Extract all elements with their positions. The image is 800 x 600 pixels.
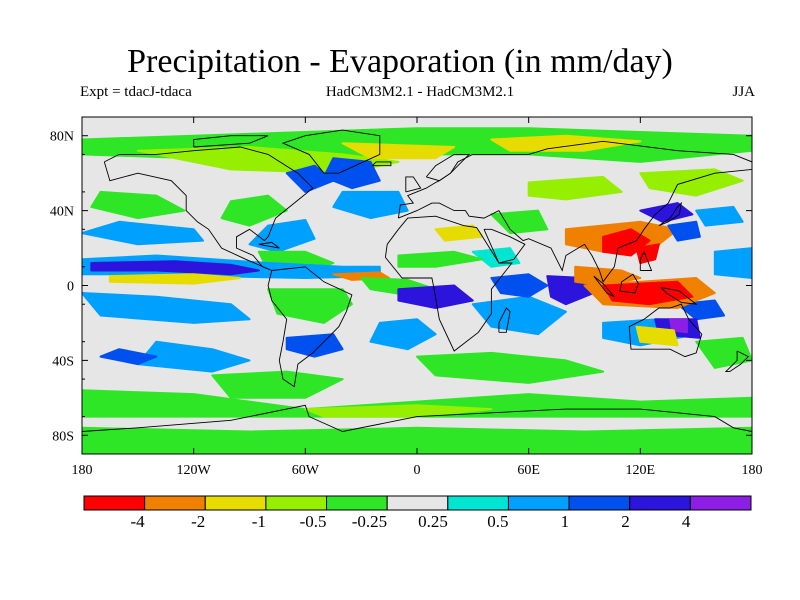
y-tick-label: 80S	[52, 429, 74, 444]
colorbar-box	[265, 495, 328, 511]
coastline-north-america	[103, 146, 314, 271]
colorbar-label: 4	[682, 512, 691, 531]
coastline-uk	[405, 176, 422, 193]
pe-contour-patch	[248, 219, 316, 253]
x-tick-label: 120W	[177, 463, 212, 478]
pe-contour-patch	[669, 318, 688, 334]
x-tick-label: 60E	[517, 463, 540, 478]
pe-contour-patch	[490, 134, 642, 152]
colorbar-box	[568, 495, 631, 511]
experiment-label: Expt = tdacJ-tdaca	[80, 84, 192, 100]
pe-contour-patch	[304, 404, 493, 418]
pe-contour-patch	[341, 142, 456, 160]
coastline-cuba	[258, 241, 280, 249]
coastline-africa	[384, 215, 513, 352]
pe-contour-patch	[695, 205, 744, 227]
pe-contour-patch	[82, 292, 251, 324]
y-tick-label: 40S	[52, 354, 74, 369]
colorbar-label: -2	[191, 512, 205, 531]
y-tick-label: 80N	[50, 130, 74, 145]
coastline-arctic-islands	[193, 135, 269, 148]
pe-contour-patch	[82, 426, 752, 454]
x-tick-label: 180	[742, 463, 763, 478]
pe-contour-patch	[397, 250, 484, 268]
coastline-eurasia	[397, 140, 752, 283]
pe-contour-patch	[90, 260, 260, 276]
pe-contour-patch	[602, 280, 694, 306]
pe-contour-patch	[676, 299, 726, 321]
axes-layer: 80N 40N 0 40S 80S 180 120W 60W 0 60E 120E 180	[50, 116, 763, 478]
pe-contour-patch	[471, 295, 567, 336]
coastline-iceland	[371, 161, 392, 167]
coastline-antarctica	[82, 404, 752, 432]
coastline-south-america	[267, 266, 353, 388]
colorbar-box	[204, 495, 267, 511]
pe-contour-patch	[220, 194, 288, 227]
colorbar-box	[507, 495, 570, 511]
pe-contour-patch	[713, 247, 752, 279]
pe-contour-patch	[490, 273, 549, 298]
season-label: JJA	[732, 84, 755, 100]
coastline-layer	[82, 129, 752, 432]
colorbar-box	[447, 495, 509, 511]
coastline-new-zealand	[724, 350, 750, 373]
coastline-greenland	[281, 129, 381, 174]
colorbar-label: -4	[130, 512, 145, 531]
coastline-new-guinea	[660, 286, 698, 305]
coastline-arabia	[483, 228, 526, 264]
colorbar-box	[144, 495, 206, 511]
pe-contour-patch	[267, 288, 353, 324]
pe-contour-patch	[369, 318, 437, 351]
colorbar-label: 1	[561, 512, 570, 531]
x-tick-label: 120E	[626, 463, 656, 478]
pe-contour-patch	[635, 243, 660, 264]
pe-contour-patch	[211, 370, 344, 399]
model-label: HadCM3M2.1 - HadCM3M2.1	[325, 84, 515, 100]
x-tick-label: 0	[414, 463, 421, 478]
chart-title: Precipitation - Evaporation (in mm/day)	[127, 43, 673, 80]
colorbar-label: 2	[621, 512, 630, 531]
colorbar-box	[386, 495, 449, 511]
coastline-philippines	[639, 250, 653, 271]
coastline-scandinavia	[425, 153, 471, 182]
pe-contour-patch	[90, 190, 186, 220]
coastline-australia	[628, 303, 703, 358]
field-layer	[82, 127, 752, 454]
coastline-sumatra	[593, 275, 615, 298]
pe-contour-patch	[639, 168, 744, 197]
pe-contour-patch	[667, 220, 701, 242]
coastline-japan	[658, 201, 682, 227]
colorbar-label: 0.25	[418, 512, 448, 531]
colorbar-box	[83, 495, 146, 511]
pe-contour-patch	[434, 224, 484, 242]
colorbar-label: -0.25	[352, 512, 387, 531]
colorbar-box	[689, 495, 752, 511]
x-tick-label: 60W	[292, 463, 320, 478]
pe-contour-patch	[695, 336, 752, 369]
x-tick-label: 180	[72, 463, 93, 478]
pe-contour-patch	[285, 333, 344, 358]
pe-contour-patch	[285, 164, 335, 193]
pe-contour-patch	[108, 273, 242, 285]
colorbar-label: 0.5	[487, 512, 508, 531]
pe-contour-patch	[416, 351, 605, 384]
coastline-borneo	[619, 273, 640, 294]
pe-contour-patch	[99, 348, 158, 366]
colorbar: -4 -2 -1 -0.5 -0.25 0.25 0.5 1 2 4	[83, 495, 752, 531]
y-tick-label: 0	[67, 280, 74, 295]
colorbar-label: -0.5	[300, 512, 327, 531]
pe-contour-patch	[490, 209, 549, 235]
y-tick-label: 40N	[50, 205, 74, 220]
coastline-madagascar	[498, 307, 511, 333]
colorbar-box	[326, 495, 388, 511]
colorbar-label: -1	[252, 512, 266, 531]
pe-contour-patch	[527, 175, 623, 201]
colorbar-box	[629, 495, 691, 511]
pe-contour-patch	[82, 220, 204, 246]
pe-contour-patch	[635, 325, 679, 347]
pe-contour-patch	[332, 190, 409, 220]
